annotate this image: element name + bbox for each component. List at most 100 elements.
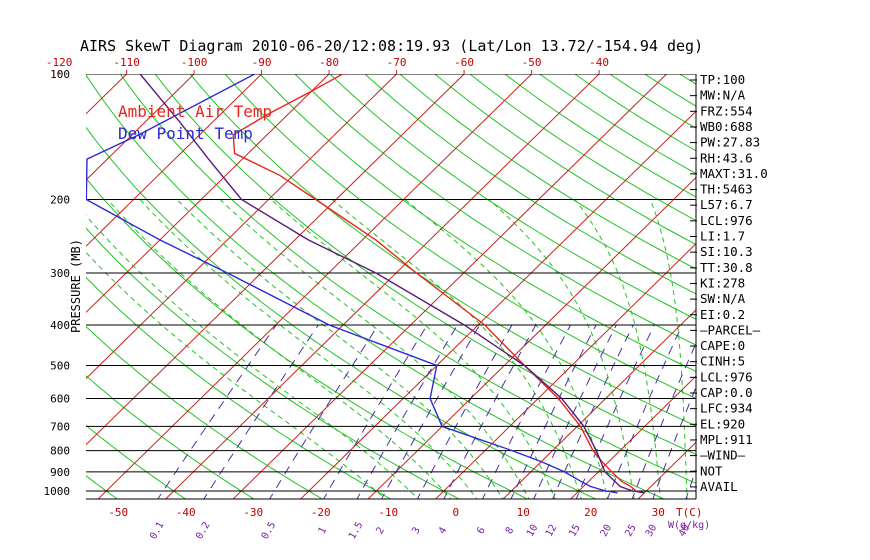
- top-temp-tick-label: -50: [522, 56, 542, 69]
- pressure-tick-label: 300: [50, 267, 70, 280]
- stat-entry: PW:27.83: [700, 135, 760, 150]
- dry-adiabat: [154, 74, 696, 455]
- stat-entry: L57:6.7: [700, 197, 753, 212]
- stat-entry: —PARCEL—: [700, 322, 761, 337]
- moist-adiabat: [270, 199, 556, 499]
- stat-entry: SI:10.3: [700, 244, 753, 259]
- isotherm: [502, 309, 696, 499]
- mixing-ratio-line: [268, 324, 379, 499]
- stat-entry: MPL:911: [700, 432, 753, 447]
- mixing-ratio-line: [606, 324, 683, 499]
- stat-entry: LI:1.7: [700, 229, 745, 244]
- moist-adiabat: [139, 199, 478, 499]
- stat-entry: TH:5463: [700, 182, 753, 197]
- stat-entry: RH:43.6: [700, 150, 753, 165]
- dry-adiabat: [86, 475, 119, 499]
- mixing-ratio-line: [416, 324, 513, 499]
- bottom-temp-tick-label: -40: [176, 506, 196, 519]
- mixing-ratio-line: [685, 468, 696, 499]
- mixing-ratio-line: [356, 324, 458, 499]
- isotherm: [0, 74, 59, 502]
- top-temp-tick-label: -90: [252, 56, 272, 69]
- mixing-ratio-label: 12: [544, 523, 560, 539]
- top-temp-tick-label: -60: [454, 56, 474, 69]
- isotherm: [86, 74, 127, 115]
- dry-adiabat: [294, 74, 696, 346]
- mixing-ratio-label: 1: [317, 525, 330, 536]
- stat-entry: TP:100: [700, 72, 745, 87]
- top-temp-tick-label: -40: [589, 56, 609, 69]
- moist-adiabat: [649, 199, 688, 499]
- mixing-ratio-line: [552, 324, 634, 499]
- mixing-ratio-line: [157, 324, 277, 499]
- mixing-ratio-label: 0.5: [260, 520, 279, 541]
- mixing-ratio-label: 20: [599, 523, 615, 539]
- stat-entry: CAP:0.0: [700, 385, 753, 400]
- y-axis-label: PRESSURE (MB): [69, 239, 83, 333]
- bottom-temp-tick-label: -20: [311, 506, 331, 519]
- stat-entry: LFC:934: [700, 401, 753, 416]
- mixing-ratio-line: [631, 341, 696, 499]
- bottom-temp-tick-label: -10: [378, 506, 398, 519]
- dry-adiabat: [504, 74, 696, 198]
- temp-unit-label: T(C): [676, 506, 703, 519]
- moist-adiabat: [176, 199, 504, 499]
- mixing-ratio-label: 30: [644, 523, 660, 539]
- stat-entry: EI:0.2: [700, 307, 745, 322]
- bottom-temp-tick-label: 0: [452, 506, 459, 519]
- dry-adiabat: [434, 74, 696, 246]
- top-temp-tick-label: -110: [113, 56, 140, 69]
- isotherm: [86, 74, 397, 380]
- pressure-tick-label: 500: [50, 359, 70, 372]
- mixing-ratio-label: 2: [374, 525, 387, 536]
- mixing-ratio-line: [203, 324, 319, 499]
- moist-adiabat: [219, 199, 530, 499]
- pressure-tick-label: 700: [50, 420, 70, 433]
- mixing-ratio-label: 15: [567, 523, 583, 539]
- pressure-tick-label: 900: [50, 466, 70, 479]
- isotherm: [97, 74, 532, 499]
- mixing-ratio-label: 25: [623, 523, 639, 539]
- mixing-ratio-line: [482, 324, 571, 499]
- moist-adiabat: [107, 199, 452, 499]
- dry-adiabat: [399, 74, 696, 270]
- pressure-tick-label: 200: [50, 194, 70, 207]
- dry-adiabat: [189, 74, 696, 427]
- mixing-ratio-label: 1.5: [347, 520, 366, 541]
- top-temp-tick-label: -70: [387, 56, 407, 69]
- stat-entry: WB0:688: [700, 119, 753, 134]
- mixing-ratio-label: 10: [525, 523, 541, 539]
- stat-entry: MAXT:31.0: [700, 166, 768, 181]
- stat-entry: EL:920: [700, 416, 745, 431]
- isotherm: [569, 375, 696, 499]
- ambient-temp-line: [232, 74, 645, 494]
- mixing-ratio-line: [322, 324, 428, 499]
- moist-adiabat: [331, 199, 582, 499]
- mixing-ratio-label: 0.2: [194, 520, 213, 541]
- legend-dewpoint: Dew Point Temp: [118, 124, 253, 143]
- legend-ambient: Ambient Air Temp: [118, 102, 272, 121]
- mixing-ratio-label: 8: [504, 525, 517, 536]
- pressure-tick-label: 400: [50, 319, 70, 332]
- stat-entry: SW:N/A: [700, 291, 746, 306]
- mixing-ratio-line: [652, 386, 696, 499]
- dewpoint-line: [86, 74, 618, 494]
- mixing-ratio-line: [510, 324, 597, 499]
- bottom-temp-tick-label: 30: [652, 506, 665, 519]
- stat-entry: CAPE:0: [700, 338, 745, 353]
- dry-adiabat: [224, 74, 696, 400]
- moist-adiabat: [488, 199, 635, 499]
- stats-panel: TP:100MW:N/AFRZ:554WB0:688PW:27.83RH:43.…: [690, 72, 768, 494]
- isotherm: [367, 176, 696, 499]
- mixing-ratio-unit-label: W(g/kg): [668, 520, 710, 531]
- bottom-temp-tick-label: -50: [108, 506, 128, 519]
- stat-entry: NOT: [700, 463, 723, 478]
- isotherm: [164, 74, 600, 499]
- top-temp-tick-label: -100: [181, 56, 208, 69]
- moist-adiabat: [404, 199, 609, 499]
- stat-entry: LCL:976: [700, 213, 753, 228]
- pressure-tick-label: 100: [50, 68, 70, 81]
- pressure-tick-label: 800: [50, 445, 70, 458]
